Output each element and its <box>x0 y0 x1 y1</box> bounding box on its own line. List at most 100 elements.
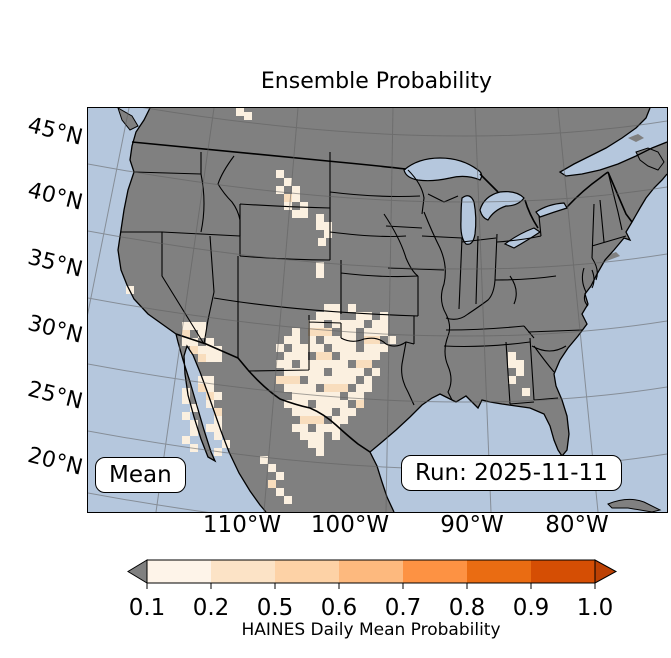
rio-grande-border <box>247 369 371 453</box>
prob-cell <box>388 336 396 344</box>
state-borders <box>121 152 627 406</box>
prob-cell <box>324 230 332 238</box>
prince-edward-island <box>628 134 644 142</box>
run-badge: Run: 2025-11-11 <box>401 455 622 491</box>
prob-cell <box>198 330 206 338</box>
prob-cell <box>292 328 300 336</box>
prob-cell <box>508 360 524 368</box>
prob-cell <box>276 186 284 194</box>
prob-cell <box>206 376 214 384</box>
prob-cell <box>236 108 244 116</box>
prob-cell <box>284 194 292 202</box>
prob-cell <box>332 320 364 328</box>
prob-cell <box>284 178 292 186</box>
lon-label: 100°W <box>310 512 390 538</box>
prob-cell <box>190 404 198 412</box>
prob-cell <box>276 170 284 178</box>
prob-cell <box>206 354 222 362</box>
lat-label: 35°N <box>25 244 86 283</box>
prob-cell <box>214 416 222 424</box>
map-svg <box>88 108 667 512</box>
prob-cell <box>214 408 222 416</box>
prob-cell <box>364 336 380 344</box>
colorbar-segment <box>211 560 275 583</box>
prob-cell <box>292 392 340 400</box>
lake-huron <box>479 191 525 221</box>
prob-cell <box>284 352 308 360</box>
prob-cell <box>206 384 214 392</box>
prob-cell <box>276 488 284 496</box>
prob-cell <box>348 392 364 400</box>
lake-superior <box>403 157 483 182</box>
prob-cell <box>268 480 276 488</box>
prob-cell <box>276 472 284 480</box>
title-line-1: Ensemble Probability <box>260 69 493 94</box>
colorbar-segment <box>467 560 531 583</box>
prob-cell <box>284 496 292 504</box>
prob-cell <box>308 328 332 336</box>
prob-cell <box>300 202 308 210</box>
prob-cell <box>516 368 524 376</box>
canada-border-lakes <box>479 173 499 193</box>
prob-cell <box>508 376 516 384</box>
lat-label: 25°N <box>25 376 86 415</box>
mexico-border-west <box>175 333 249 371</box>
prob-cell <box>308 376 356 384</box>
prob-cell <box>348 304 356 312</box>
prob-cell <box>190 322 206 330</box>
prob-cell <box>340 352 380 360</box>
prob-cell <box>206 338 214 346</box>
lake-ontario <box>535 202 568 218</box>
prob-cell <box>260 456 268 464</box>
colorbar-segment <box>339 560 403 583</box>
prob-cell <box>190 420 198 428</box>
prob-cell <box>356 360 372 368</box>
colorbar-tick-label: 0.5 <box>257 595 294 620</box>
colorbar-body: 0.1 0.2 0.5 0.6 0.7 0.8 0.9 1.0 <box>127 559 618 620</box>
prob-cell <box>276 344 284 352</box>
prob-cell <box>316 312 340 320</box>
prob-cell <box>182 388 190 396</box>
prob-cell <box>284 384 316 392</box>
colorbar-over-arrow <box>594 559 618 584</box>
graticule <box>88 108 667 512</box>
great-lakes <box>403 157 568 249</box>
colorbar-tick-label: 1.0 <box>577 595 614 620</box>
land-mass <box>118 108 667 512</box>
prob-cell <box>182 322 190 330</box>
vancouver-island <box>117 108 139 131</box>
prob-cell <box>316 352 332 360</box>
mean-badge: Mean <box>95 457 186 493</box>
prob-cell <box>508 352 516 360</box>
map-canvas <box>87 107 668 513</box>
prob-cell <box>324 384 348 392</box>
prob-cell <box>522 388 530 396</box>
lake-erie <box>503 227 542 249</box>
colorbar-tick-label: 0.6 <box>321 595 358 620</box>
prob-cell <box>268 464 276 472</box>
prob-cell <box>292 210 308 218</box>
prob-cell <box>214 392 222 400</box>
lon-label: 90°W <box>440 512 504 538</box>
prob-cell <box>364 344 388 352</box>
prob-cell <box>198 354 206 362</box>
lat-label: 45°N <box>25 112 86 151</box>
prob-cell <box>244 112 252 120</box>
prob-cell <box>308 336 316 344</box>
prob-cell <box>380 312 388 320</box>
prob-cell <box>308 320 324 328</box>
prob-cell <box>284 202 292 210</box>
colorbar-title: HAINES Daily Mean Probability <box>241 620 501 640</box>
prob-cell <box>284 368 324 376</box>
prob-cell <box>332 432 340 440</box>
prob-cell <box>318 238 326 246</box>
prob-cell <box>364 376 372 384</box>
colorbar-outline <box>146 559 596 584</box>
cuba <box>607 498 662 512</box>
prob-cell <box>206 424 214 432</box>
prob-cell <box>300 432 324 440</box>
prob-cell <box>214 432 222 440</box>
prob-cell <box>316 448 324 456</box>
prob-cell <box>198 346 214 354</box>
